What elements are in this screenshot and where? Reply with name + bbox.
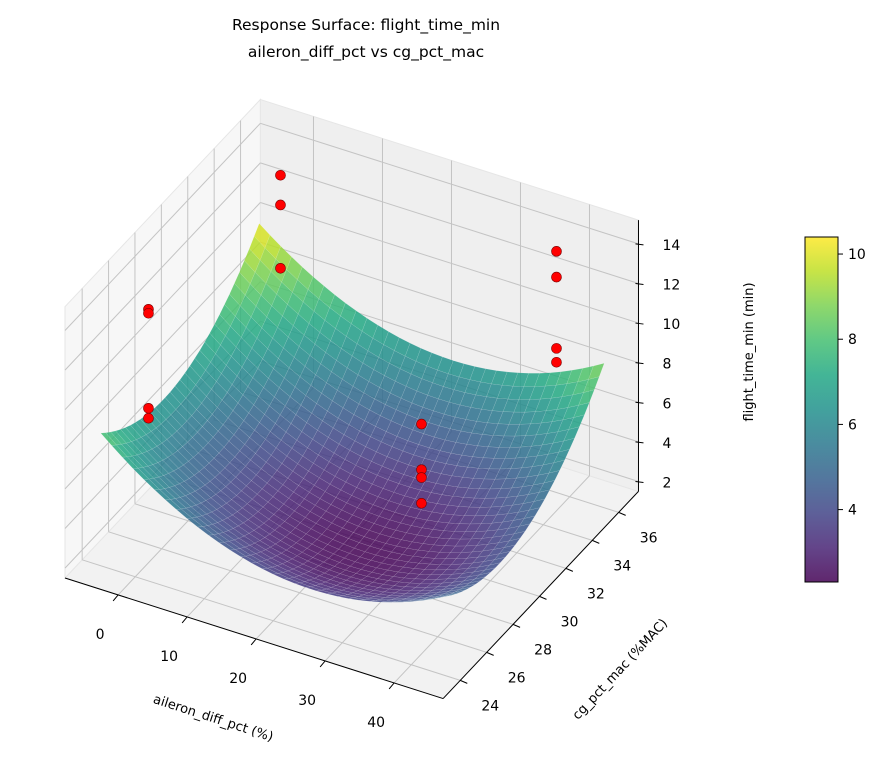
x-axis-line [64, 577, 444, 700]
surface-facet [568, 414, 585, 430]
surface-facet [483, 562, 501, 571]
data-point [416, 472, 427, 483]
z-tick [635, 362, 644, 365]
data-point [416, 497, 427, 509]
y-tick [565, 567, 574, 572]
z-tick [635, 480, 644, 483]
z-tick [635, 441, 644, 444]
data-point [275, 199, 286, 211]
surface-facet [464, 580, 481, 587]
x-tick [112, 594, 119, 602]
y-gridline [108, 531, 487, 653]
z-tick-label: 10 [662, 317, 680, 333]
x-tick-label: 20 [229, 671, 247, 687]
z-tick-label: 2 [662, 475, 671, 491]
x-tick [250, 638, 257, 646]
z-tick-label: 12 [662, 277, 680, 293]
z-tick [635, 401, 644, 404]
z-tick-label: 8 [662, 357, 671, 373]
colorbar-tick-label: 8 [848, 332, 857, 348]
y-tick-label: 32 [587, 586, 605, 602]
colorbar: 4 6 8 10 [804, 236, 866, 583]
surface-facet [459, 583, 476, 590]
y-axis-label: cg_pct_mac (%MAC) [570, 616, 671, 723]
surface-facet [493, 550, 511, 561]
y-tick-label: 26 [508, 670, 526, 686]
z-gridline [64, 122, 261, 331]
data-point [551, 246, 562, 257]
surface-facet [488, 556, 506, 566]
z-axis-label: flight_time_min (min) [742, 282, 757, 421]
y-tick-label: 36 [640, 530, 658, 546]
z-gridline [260, 202, 639, 324]
surface-facet [508, 531, 526, 542]
y-tick-label: 34 [613, 558, 631, 574]
y-tick-label: 30 [561, 614, 579, 630]
x-tick-label: 40 [367, 715, 385, 731]
surface-facet [563, 426, 580, 442]
z-tick-label: 4 [662, 436, 671, 452]
x-tick-label: 10 [160, 649, 178, 665]
points-above-surface [143, 169, 562, 509]
chart-title: Response Surface: flight_time_min ailero… [166, 12, 566, 66]
subtitle-line: aileron_diff_pct vs cg_pct_mac [247, 43, 485, 61]
surface-facet [523, 507, 541, 519]
surface [100, 223, 605, 603]
data-point [416, 418, 427, 430]
data-point [143, 307, 154, 319]
surface-facet [503, 538, 521, 548]
z-tick [635, 282, 644, 285]
colorbar-tick-label: 4 [848, 503, 857, 519]
x-tick-label: 30 [298, 693, 316, 709]
z-tick-label: 14 [662, 238, 680, 254]
data-point [275, 169, 286, 181]
colorbar-tick-label: 10 [848, 247, 866, 263]
y-tick [539, 595, 547, 600]
x-tick [181, 616, 188, 624]
data-point [275, 262, 286, 274]
title-line: Response Surface: flight_time_min [231, 16, 501, 34]
x-axis-label: aileron_diff_pct (%) [151, 692, 275, 745]
z-gridline [64, 241, 261, 450]
colorbar-fill [804, 236, 839, 583]
x-tick [319, 660, 326, 668]
data-point [551, 271, 562, 283]
y-axis-line [442, 491, 639, 699]
colorbar-tick-label: 6 [848, 417, 857, 433]
x-tick [388, 682, 395, 690]
y-tick-label: 28 [534, 642, 552, 658]
data-point [551, 356, 562, 368]
z-gridline [260, 241, 639, 364]
y-tick [512, 623, 521, 628]
surface-facet [498, 544, 516, 555]
y-tick [486, 651, 494, 656]
z-tick [635, 243, 644, 246]
x-gridline [393, 475, 590, 684]
surface-facet [573, 402, 590, 418]
surface-facet [474, 572, 492, 580]
surface-facet [434, 595, 451, 599]
y-tick [460, 679, 468, 684]
data-point [551, 343, 562, 354]
y-gridline [82, 559, 461, 681]
y-tick-label: 24 [481, 698, 499, 714]
y-tick [618, 511, 626, 516]
z-gridline [64, 162, 261, 371]
z-gridline [260, 122, 639, 245]
z-gridline [64, 202, 261, 411]
data-point [143, 412, 154, 424]
data-point [143, 402, 154, 414]
y-tick [592, 539, 600, 544]
x-tick-label: 0 [96, 627, 105, 643]
z-tick-label: 6 [662, 396, 671, 412]
z-gridline [260, 162, 639, 284]
surface-facet [558, 437, 575, 453]
z-tick [635, 322, 644, 325]
surface-facet [588, 362, 605, 380]
